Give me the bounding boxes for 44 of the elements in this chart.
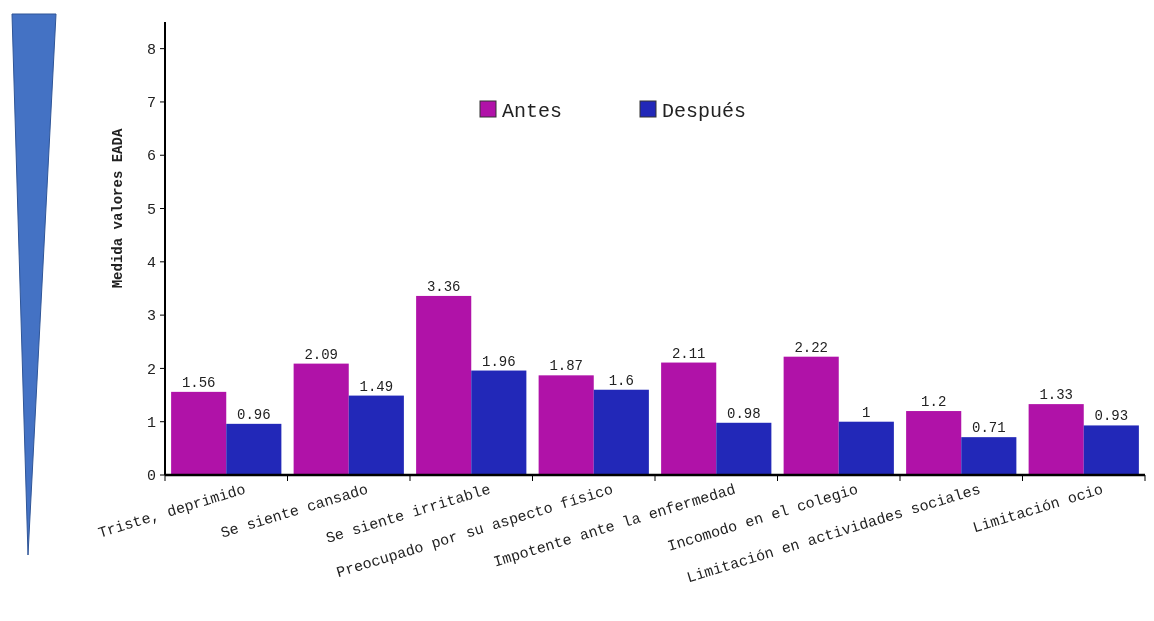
- bar: [416, 295, 472, 475]
- y-tick-label: 8: [146, 41, 156, 59]
- data-label: 1.2: [921, 394, 947, 411]
- data-label: 1.6: [608, 372, 634, 389]
- y-tick-label: 3: [146, 308, 156, 326]
- data-label: 1.49: [359, 378, 394, 395]
- data-label: 3.36: [426, 278, 461, 295]
- bar: [1028, 404, 1084, 475]
- data-label: 1: [862, 404, 871, 421]
- data-label: 2.09: [304, 346, 338, 363]
- legend-label: Antes: [502, 100, 563, 123]
- data-label: 0.98: [727, 405, 761, 422]
- y-axis-title: Medida valores EADA: [110, 128, 126, 289]
- bar: [661, 362, 717, 475]
- bar: [1083, 425, 1139, 475]
- data-label: 1.96: [482, 353, 516, 370]
- data-label: 0.96: [237, 406, 271, 423]
- data-label: 2.11: [671, 345, 706, 362]
- y-tick-label: 4: [146, 255, 156, 273]
- data-label: 0.71: [972, 420, 1006, 437]
- y-tick-label: 7: [146, 95, 156, 113]
- y-tick-label: 5: [146, 201, 156, 219]
- data-label: 1.87: [549, 358, 583, 375]
- y-tick-label: 2: [146, 361, 156, 379]
- bar: [471, 370, 527, 475]
- bar: [783, 356, 839, 475]
- bar: [171, 391, 227, 475]
- data-label: 2.22: [794, 339, 828, 356]
- bar: [348, 395, 404, 475]
- bar: [838, 421, 894, 475]
- bar: [716, 422, 772, 475]
- y-tick-label: 1: [146, 414, 156, 432]
- y-tick-label: 6: [146, 148, 156, 166]
- bar: [593, 389, 649, 475]
- bar: [961, 437, 1017, 475]
- bar: [293, 363, 349, 475]
- data-label: 0.93: [1094, 408, 1129, 425]
- data-label: 1.56: [181, 374, 216, 391]
- data-label: 1.33: [1039, 387, 1073, 404]
- bar: [538, 375, 594, 475]
- bar: [906, 411, 962, 475]
- y-tick-label: 0: [146, 468, 156, 486]
- bar: [226, 423, 282, 475]
- legend-label: Después: [662, 100, 747, 123]
